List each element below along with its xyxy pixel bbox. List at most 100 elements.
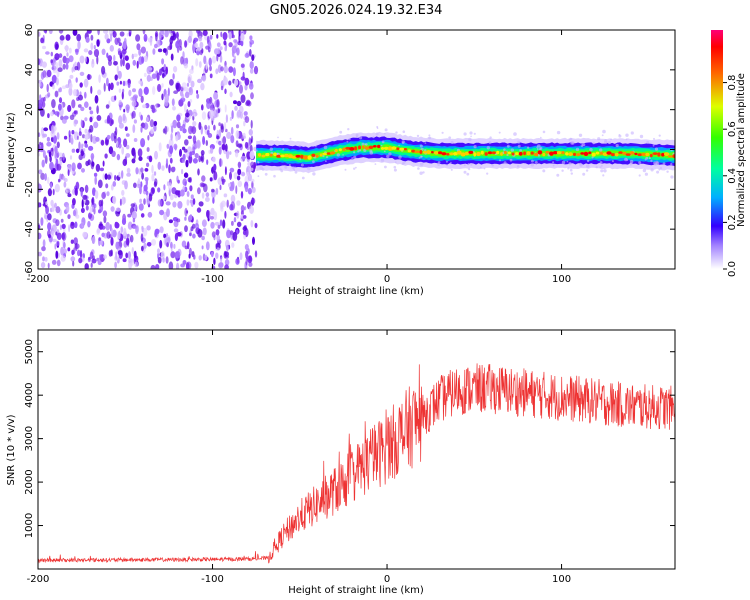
signal-halo-speck <box>374 163 377 166</box>
signal-core-blob <box>504 150 507 155</box>
spectrogram-y-ticks: -60 -40 -20 0 20 40 60 <box>24 24 675 277</box>
noise-speck <box>142 30 146 35</box>
noise-speck <box>90 34 94 41</box>
noise-speck <box>140 167 144 173</box>
noise-speck <box>56 151 60 159</box>
noise-speck <box>121 189 125 196</box>
noise-speck <box>201 235 205 241</box>
signal-halo-speck <box>336 153 340 157</box>
noise-speck <box>205 61 208 70</box>
noise-speck <box>184 216 187 221</box>
noise-speck <box>214 221 220 226</box>
noise-speck <box>126 106 130 114</box>
signal-halo-speck <box>418 156 421 159</box>
signal-core-blob <box>354 146 358 151</box>
signal-core-blob <box>507 151 512 155</box>
noise-speck <box>116 140 119 148</box>
signal-core-blob <box>273 152 277 157</box>
signal-core-blob <box>372 145 377 148</box>
noise-speck <box>200 150 205 156</box>
noise-speck <box>224 264 229 269</box>
noise-speck <box>106 134 111 140</box>
noise-speck <box>93 121 99 129</box>
noise-speck <box>201 175 206 182</box>
noise-speck <box>182 128 187 134</box>
signal-halo-speck <box>489 136 492 139</box>
noise-speck <box>100 139 105 146</box>
noise-speck <box>84 143 89 148</box>
noise-speck <box>58 53 63 58</box>
signal-core-blob <box>349 147 355 151</box>
noise-speck <box>175 31 179 39</box>
noise-speck <box>179 189 185 197</box>
noise-speck <box>135 34 141 42</box>
noise-speck <box>205 192 210 198</box>
noise-speck <box>153 124 157 132</box>
signal-halo-speck <box>611 160 614 163</box>
noise-speck <box>91 236 96 244</box>
noise-speck <box>218 122 221 127</box>
noise-speck <box>181 82 187 89</box>
snr-series-line <box>38 363 675 564</box>
noise-speck <box>118 171 121 178</box>
noise-speck <box>167 87 170 97</box>
noise-speck <box>213 124 216 131</box>
noise-speck <box>176 218 181 223</box>
y-tick-label: 4000 <box>24 382 35 407</box>
noise-speck <box>133 250 137 259</box>
noise-speck <box>68 82 73 90</box>
snr-x-label: Height of straight line (km) <box>288 585 424 596</box>
noise-speck <box>133 150 136 160</box>
noise-speck <box>39 94 42 101</box>
signal-halo-speck <box>446 164 449 167</box>
signal-core-blob <box>284 153 289 158</box>
noise-speck <box>117 250 123 256</box>
signal-halo-speck <box>422 171 425 174</box>
signal-halo-speck <box>658 134 661 137</box>
signal-core-blob <box>326 152 331 155</box>
noise-speck <box>71 162 76 172</box>
y-tick-label: 2000 <box>24 469 35 494</box>
noise-speck <box>224 166 227 176</box>
noise-speck <box>60 246 64 256</box>
signal-halo-speck <box>599 161 603 164</box>
noise-speck <box>126 172 131 177</box>
signal-halo-speck <box>601 134 604 137</box>
signal-core-blob <box>637 153 642 157</box>
signal-core-blob <box>364 146 370 150</box>
noise-speck <box>216 135 220 140</box>
noise-speck <box>240 76 246 81</box>
noise-speck <box>40 97 44 103</box>
noise-speck <box>75 181 80 190</box>
signal-halo-speck <box>536 148 539 150</box>
signal-halo-speck <box>630 131 634 135</box>
noise-speck <box>106 191 110 197</box>
noise-speck <box>122 258 127 263</box>
signal-halo-speck <box>375 132 379 136</box>
signal-halo-speck <box>585 169 589 172</box>
noise-speck <box>101 65 106 75</box>
noise-speck <box>205 140 208 146</box>
noise-speck <box>71 67 74 73</box>
signal-core-blob <box>399 147 405 151</box>
noise-speck <box>100 239 104 246</box>
noise-speck <box>206 159 209 165</box>
noise-speck <box>110 228 114 237</box>
noise-speck <box>75 49 79 55</box>
x-tick-label: -200 <box>27 274 50 285</box>
noise-speck <box>164 125 168 135</box>
signal-halo-speck <box>398 155 402 159</box>
noise-speck <box>155 264 160 269</box>
noise-speck <box>44 173 47 181</box>
noise-speck <box>219 219 223 227</box>
signal-core-blob <box>449 152 454 156</box>
noise-speck <box>123 138 128 148</box>
noise-speck <box>244 77 250 86</box>
noise-speck <box>241 171 246 177</box>
noise-speck <box>84 91 87 99</box>
noise-speck <box>67 169 70 177</box>
noise-speck <box>85 205 89 211</box>
signal-halo-speck <box>348 137 351 141</box>
noise-speck <box>234 105 238 111</box>
signal-core-blob <box>664 152 670 157</box>
